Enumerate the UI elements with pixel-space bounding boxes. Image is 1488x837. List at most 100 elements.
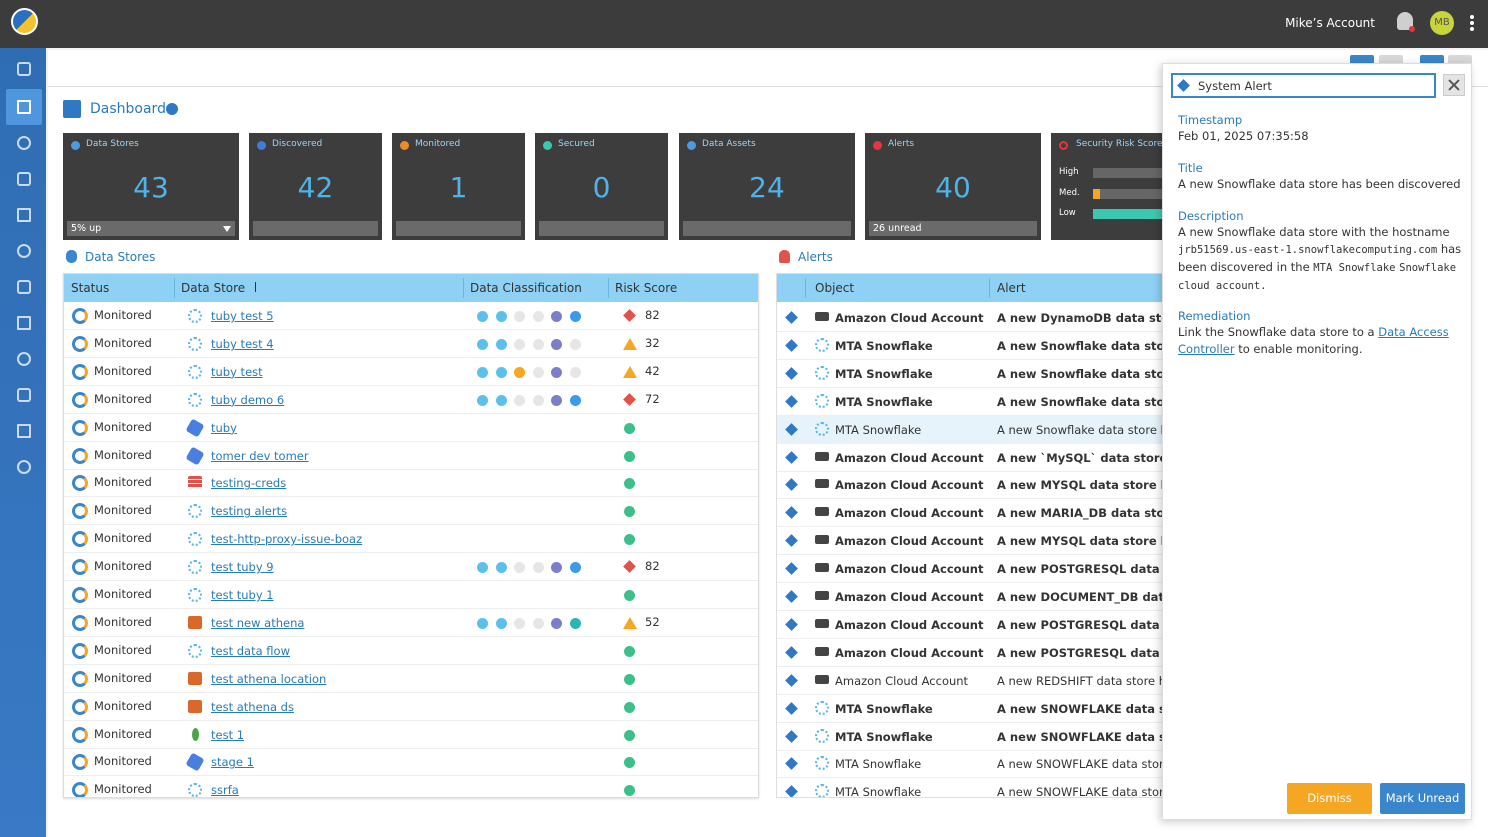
close-button[interactable]	[1443, 74, 1465, 96]
table-row[interactable]: Monitored testing-creds	[64, 469, 758, 498]
alert-row[interactable]: MTA Snowflake A new Snowflake data store …	[777, 415, 1195, 444]
stat-card[interactable]: Secured 0	[535, 133, 668, 240]
card-footer	[683, 221, 851, 236]
alert-row[interactable]: MTA Snowflake A new Snowflake data stor	[777, 388, 1195, 416]
sidebar-icon[interactable]	[17, 62, 31, 76]
table-row[interactable]: Monitored tuby	[64, 414, 758, 442]
menu-dot	[1470, 21, 1474, 25]
table-row[interactable]: Monitored test 1	[64, 721, 758, 749]
alert-row[interactable]: MTA Snowflake A new SNOWFLAKE data store	[777, 750, 1195, 779]
sidebar-icon[interactable]	[17, 136, 31, 150]
column-header[interactable]: Data Store	[181, 281, 246, 295]
table-row[interactable]: Monitored tomer dev tomer	[64, 442, 758, 470]
data-store-link[interactable]: tuby test 5	[211, 309, 274, 323]
data-store-link[interactable]: stage 1	[211, 755, 254, 770]
data-store-link[interactable]: test tuby 1	[211, 588, 274, 602]
alert-diamond	[785, 339, 798, 352]
sidebar-icon[interactable]	[17, 424, 31, 438]
data-store-link[interactable]: test tuby 9	[211, 560, 274, 575]
alert-row[interactable]: MTA Snowflake A new SNOWFLAKE data st	[777, 723, 1195, 751]
alert-row[interactable]: MTA Snowflake A new Snowflake data stor	[777, 360, 1195, 388]
info-icon[interactable]	[166, 103, 178, 115]
field-label: Description	[1178, 209, 1244, 223]
alert-row[interactable]: Amazon Cloud Account A new MYSQL data sto…	[777, 527, 1195, 556]
sidebar-icon[interactable]	[17, 280, 31, 294]
data-store-link[interactable]: test new athena	[211, 615, 305, 630]
table-row[interactable]: Monitored ssrfa	[64, 776, 758, 798]
severity-high	[623, 309, 636, 322]
alert-row[interactable]: MTA Snowflake A new Snowflake data stor	[777, 332, 1195, 360]
data-store-link[interactable]: testing-creds	[211, 476, 287, 491]
stat-card[interactable]: Discovered 42	[249, 133, 382, 240]
data-store-link[interactable]: tuby test 4	[211, 336, 274, 351]
table-row[interactable]: Monitored test-http-proxy-issue-boaz	[64, 525, 758, 554]
alert-row[interactable]: Amazon Cloud Account A new REDSHIFT data …	[777, 667, 1195, 695]
alert-row[interactable]: MTA Snowflake A new SNOWFLAKE data st	[777, 695, 1195, 723]
table-row[interactable]: Monitored testing alerts	[64, 497, 758, 526]
remediation-text: to enable monitoring.	[1238, 342, 1363, 356]
table-row[interactable]: Monitored test athena location	[64, 665, 758, 693]
severity-ok	[624, 701, 635, 713]
sidebar-icon[interactable]	[17, 352, 31, 366]
column-header[interactable]: Status	[71, 281, 110, 295]
risk-level-label: High	[1059, 167, 1079, 177]
sidebar-icon[interactable]	[17, 100, 31, 114]
stat-card[interactable]: Data Stores 43 5% up	[63, 133, 239, 240]
table-header	[64, 274, 758, 302]
column-header[interactable]: Object	[815, 281, 855, 295]
remediation-link[interactable]: Data Access Controller	[1178, 325, 1449, 356]
table-row[interactable]: Monitored stage 1	[64, 748, 758, 777]
account-name[interactable]: Mike’s Account	[1285, 16, 1375, 30]
sidebar-icon[interactable]	[17, 172, 31, 186]
table-row[interactable]: Monitored test new athena 52	[64, 609, 758, 637]
alert-row[interactable]: Amazon Cloud Account A new POSTGRESQL dat…	[777, 555, 1195, 584]
stat-card[interactable]: Monitored 1	[392, 133, 525, 240]
sort-arrow	[255, 282, 256, 292]
table-row[interactable]: Monitored tuby test 5 82	[64, 302, 758, 330]
table-row[interactable]: Monitored test tuby 1	[64, 581, 758, 609]
table-row[interactable]: Monitored tuby test 42	[64, 358, 758, 386]
classification-dot	[495, 394, 507, 406]
table-row[interactable]: Monitored test tuby 9 82	[64, 553, 758, 582]
status-icon	[72, 559, 88, 576]
data-store-link[interactable]: test 1	[211, 727, 245, 742]
data-store-link[interactable]: test athena ds	[211, 699, 294, 714]
table-row[interactable]: Monitored test data flow	[64, 637, 758, 665]
column-header[interactable]: Alert	[997, 281, 1026, 295]
sidebar-icon[interactable]	[17, 208, 31, 222]
table-row[interactable]: Monitored test athena ds	[64, 693, 758, 721]
sidebar-icon[interactable]	[17, 460, 31, 474]
data-store-link[interactable]: testing alerts	[211, 504, 288, 519]
data-store-link[interactable]: tuby demo 6	[211, 392, 285, 407]
dismiss-button[interactable]: Dismiss	[1287, 783, 1372, 814]
stat-card[interactable]: Alerts 40 26 unread	[865, 133, 1041, 240]
alert-row[interactable]: Amazon Cloud Account A new `MySQL` data s…	[777, 444, 1195, 472]
data-store-link[interactable]: test athena location	[211, 671, 327, 686]
data-store-link[interactable]: tuby test	[211, 364, 263, 379]
stat-card[interactable]: Data Assets 24	[679, 133, 855, 240]
alert-row[interactable]: Amazon Cloud Account A new DOCUMENT_DB da…	[777, 583, 1195, 611]
data-store-link[interactable]: tomer dev tomer	[211, 448, 309, 463]
data-store-link[interactable]: test-http-proxy-issue-boaz	[211, 532, 363, 547]
alert-row[interactable]: Amazon Cloud Account A new DynamoDB data …	[777, 304, 1195, 332]
data-store-link[interactable]: ssrfa	[211, 783, 239, 798]
sidebar-icon[interactable]	[17, 316, 31, 330]
alert-row[interactable]: Amazon Cloud Account A new MARIA_DB data …	[777, 499, 1195, 528]
classification-dot	[495, 338, 507, 350]
athena-icon	[188, 615, 202, 629]
mark-unread-button[interactable]: Mark Unread	[1380, 783, 1465, 814]
column-header[interactable]: Data Classification	[470, 281, 582, 295]
column-header[interactable]: Risk Score	[615, 281, 678, 295]
table-row[interactable]: Monitored tuby test 4 32	[64, 330, 758, 358]
data-store-link[interactable]: tuby	[211, 420, 237, 435]
avatar[interactable]: MB	[1430, 11, 1454, 35]
table-row[interactable]: Monitored tuby demo 6 72	[64, 386, 758, 414]
notification-bell[interactable]	[1397, 12, 1413, 30]
data-store-link[interactable]: test data flow	[211, 643, 290, 658]
sidebar-icon[interactable]	[17, 388, 31, 402]
sidebar-icon[interactable]	[17, 244, 31, 258]
alert-row[interactable]: Amazon Cloud Account A new POSTGRESQL dat…	[777, 639, 1195, 667]
alert-row[interactable]: Amazon Cloud Account A new MYSQL data sto…	[777, 471, 1195, 500]
alert-row[interactable]: MTA Snowflake A new SNOWFLAKE data store	[777, 778, 1195, 797]
alert-row[interactable]: Amazon Cloud Account A new POSTGRESQL dat…	[777, 611, 1195, 639]
